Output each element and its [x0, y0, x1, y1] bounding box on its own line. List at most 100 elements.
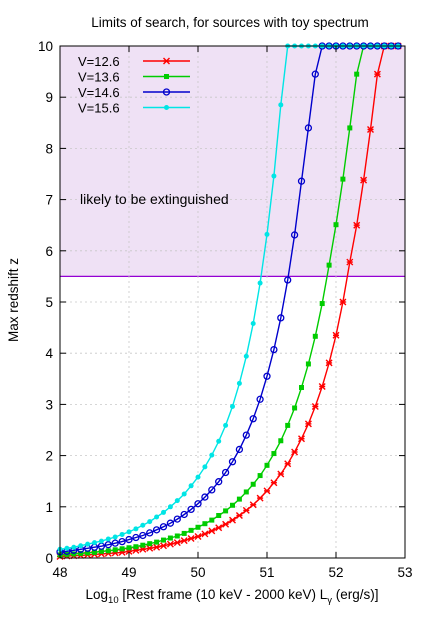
series-point-v-13-6 [333, 222, 339, 228]
series-point-v-13-6 [105, 548, 111, 554]
series-point-v-15-6 [195, 474, 201, 480]
series-point-v-12-6 [360, 176, 368, 184]
series-point-v-12-6 [318, 382, 326, 390]
series-point-v-15-6 [216, 438, 222, 444]
series-point-v-14-6 [173, 515, 181, 523]
series-point-v-12-6 [277, 470, 285, 478]
series-point-v-15-6 [154, 514, 160, 520]
series-point-v-15-6 [167, 504, 173, 510]
series-point-v-14-6 [152, 526, 161, 534]
series-point-v-15-6 [243, 353, 249, 359]
y-tick-label: 8 [45, 141, 53, 156]
series-point-v-15-6 [223, 422, 229, 428]
x-axis-label: Log10 [Rest frame (10 keV - 2000 keV) Lγ… [86, 587, 379, 606]
series-point-v-13-6 [230, 502, 235, 508]
series-point-v-13-6 [78, 550, 84, 556]
series-point-v-14-6 [270, 345, 278, 354]
y-tick-label: 5 [45, 295, 53, 310]
series-point-v-12-6 [325, 359, 333, 367]
extinguished-annotation: likely to be extinguished [80, 191, 229, 207]
series-point-v-13-6 [154, 539, 160, 545]
y-tick-label: 4 [45, 346, 53, 361]
series-point-v-13-6 [181, 530, 187, 536]
series-point-v-15-6 [133, 526, 139, 532]
series-point-v-15-6 [64, 545, 70, 551]
series-point-v-14-6 [180, 510, 188, 519]
series-point-v-12-6 [298, 435, 305, 443]
series-point-v-15-6 [147, 519, 153, 525]
series-point-v-14-6 [277, 314, 285, 322]
series-point-v-14-6 [263, 372, 271, 380]
series-point-v-12-6 [146, 544, 154, 552]
x-tick-label: 49 [121, 565, 136, 580]
series-point-v-14-6 [111, 539, 119, 547]
y-tick-label: 3 [45, 397, 53, 412]
series-point-v-12-6 [180, 537, 188, 545]
series-point-v-13-6 [236, 496, 242, 502]
x-label-gamma-subscript: γ [327, 595, 332, 606]
series-point-v-14-6 [139, 531, 147, 540]
series-point-v-13-6 [133, 544, 139, 550]
series-point-v-12-6 [194, 533, 202, 540]
series-point-v-12-6 [367, 125, 374, 133]
series-point-v-15-6 [264, 231, 270, 237]
series-point-v-14-6 [166, 519, 175, 527]
series-point-v-12-6 [229, 516, 236, 524]
series-point-v-13-6 [223, 508, 229, 514]
series-point-v-14-6 [104, 541, 112, 549]
series-point-v-13-6 [85, 550, 91, 556]
series-point-v-13-6 [257, 473, 263, 479]
series-point-v-13-6 [119, 546, 125, 552]
series-point-v-14-6 [304, 124, 313, 132]
series-point-v-15-6 [236, 380, 242, 386]
series-point-v-15-6 [230, 403, 235, 409]
series-point-v-14-6 [221, 468, 230, 477]
chart-title: Limits of search, for sources with toy s… [91, 15, 369, 30]
series-point-v-14-6 [256, 395, 264, 403]
series-point-v-12-6 [304, 420, 312, 428]
series-point-v-14-6 [311, 70, 319, 78]
x-label-suffix: (erg/s)] [332, 587, 379, 602]
series-point-v-15-6 [181, 491, 187, 497]
legend-label-v-12-6: V=12.6 [78, 54, 120, 69]
series-point-v-13-6 [250, 481, 256, 487]
series-point-v-14-6 [132, 533, 140, 542]
series-point-v-13-6 [202, 521, 208, 527]
series-point-v-12-6 [215, 524, 223, 532]
series-point-v-14-6 [118, 537, 126, 546]
series-point-v-12-6 [222, 520, 230, 528]
x-tick-label: 50 [190, 565, 205, 580]
series-point-v-13-6 [285, 422, 291, 428]
series-point-v-15-6 [126, 529, 132, 535]
series-point-v-12-6 [153, 543, 161, 551]
series-point-v-13-6 [195, 524, 201, 530]
series-point-v-14-6 [228, 458, 237, 466]
series-point-v-13-6 [209, 517, 215, 523]
series-point-v-12-6 [256, 494, 264, 502]
series-point-v-14-6 [235, 445, 244, 454]
series-point-v-13-6 [243, 489, 249, 495]
series-point-v-12-6 [263, 487, 271, 495]
y-tick-label: 7 [45, 193, 53, 208]
series-point-v-14-6 [159, 523, 168, 531]
series-point-v-15-6 [202, 464, 208, 470]
series-point-v-15-6 [119, 531, 125, 537]
series-point-v-13-6 [299, 385, 304, 391]
legend-marker-v-15-6 [164, 105, 169, 110]
series-point-v-13-6 [271, 451, 277, 457]
x-tick-label: 52 [328, 565, 343, 580]
series-point-v-14-6 [125, 535, 133, 544]
series-point-v-13-6 [319, 301, 325, 307]
series-point-v-14-6 [146, 529, 154, 537]
series-point-v-15-6 [71, 544, 77, 550]
series-point-v-15-6 [188, 483, 194, 489]
x-label-prefix: Log [86, 587, 109, 602]
series-point-v-12-6 [173, 539, 181, 547]
series-point-v-15-6 [278, 102, 284, 108]
series-point-v-12-6 [166, 540, 174, 548]
series-point-v-12-6 [249, 501, 257, 509]
x-tick-label: 51 [259, 565, 274, 580]
series-layer [56, 42, 402, 560]
axis-layer: 48 49 50 51 52 53 0 1 2 3 4 5 6 7 8 9 10 [38, 39, 413, 580]
series-point-v-12-6 [270, 479, 278, 487]
